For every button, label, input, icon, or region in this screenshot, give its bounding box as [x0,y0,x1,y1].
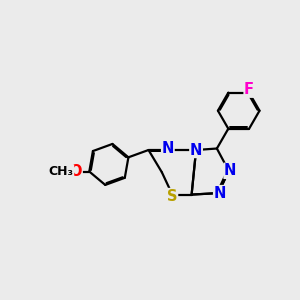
Text: O: O [70,164,82,179]
Text: N: N [162,141,174,156]
Text: N: N [214,186,226,201]
Text: N: N [190,142,202,158]
Text: N: N [224,163,236,178]
Text: S: S [167,189,178,204]
Text: F: F [244,82,254,97]
Text: CH₃: CH₃ [49,165,74,178]
